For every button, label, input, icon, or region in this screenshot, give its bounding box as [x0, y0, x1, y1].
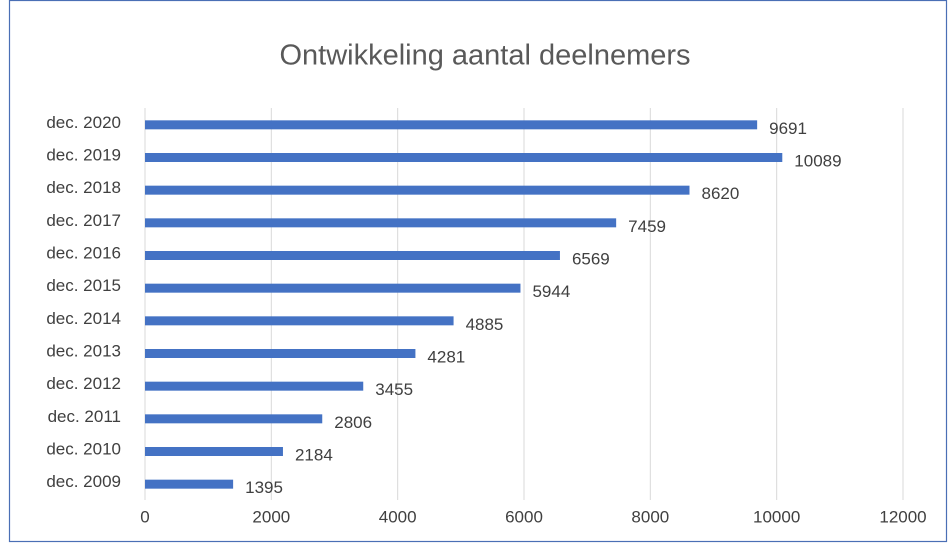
- bar: [145, 185, 690, 195]
- chart-title: Ontwikkeling aantal deelnemers: [279, 40, 690, 72]
- value-label: 4281: [427, 347, 465, 366]
- y-tick-label: dec. 2020: [46, 113, 121, 132]
- x-tick-label: 4000: [379, 507, 417, 526]
- bar: [145, 153, 783, 162]
- y-tick-label: dec. 2009: [46, 472, 121, 491]
- bar: [145, 316, 454, 326]
- value-label: 5944: [532, 282, 570, 301]
- y-tick-label: dec. 2014: [46, 309, 121, 328]
- value-label: 2184: [295, 445, 333, 464]
- x-tick-label: 10000: [753, 507, 800, 526]
- y-tick-label: dec. 2012: [46, 374, 121, 393]
- value-label: 4885: [466, 315, 504, 334]
- chart-frame: [8, 0, 948, 543]
- x-tick-label: 8000: [631, 507, 669, 526]
- bar: [145, 381, 364, 391]
- value-label: 1395: [245, 478, 283, 497]
- bar: [145, 479, 234, 489]
- value-label: 3455: [375, 380, 413, 399]
- value-label: 8620: [701, 184, 739, 203]
- value-label: 7459: [628, 217, 666, 236]
- y-tick-label: dec. 2016: [46, 243, 121, 262]
- value-label: 6569: [572, 249, 610, 268]
- x-tick-label: 2000: [252, 507, 290, 526]
- x-tick-label: 6000: [505, 507, 543, 526]
- y-tick-label: dec. 2013: [46, 341, 121, 360]
- value-label: 10089: [794, 151, 841, 170]
- bar: [145, 283, 521, 293]
- bar: [145, 414, 323, 424]
- bar: [145, 218, 617, 228]
- y-tick-label: dec. 2019: [46, 145, 121, 164]
- bar: [145, 447, 283, 456]
- y-tick-label: dec. 2017: [46, 211, 121, 230]
- value-label: 9691: [769, 119, 807, 138]
- y-tick-label: dec. 2015: [46, 276, 121, 295]
- y-tick-label: dec. 2010: [46, 439, 121, 458]
- y-tick-label: dec. 2011: [48, 407, 121, 426]
- y-tick-label: dec. 2018: [46, 178, 121, 197]
- x-tick-label: 12000: [879, 507, 926, 526]
- bar: [145, 349, 416, 358]
- bar: [145, 251, 560, 260]
- value-label: 2806: [334, 413, 372, 432]
- x-tick-label: 0: [140, 507, 149, 526]
- bar: [145, 120, 758, 130]
